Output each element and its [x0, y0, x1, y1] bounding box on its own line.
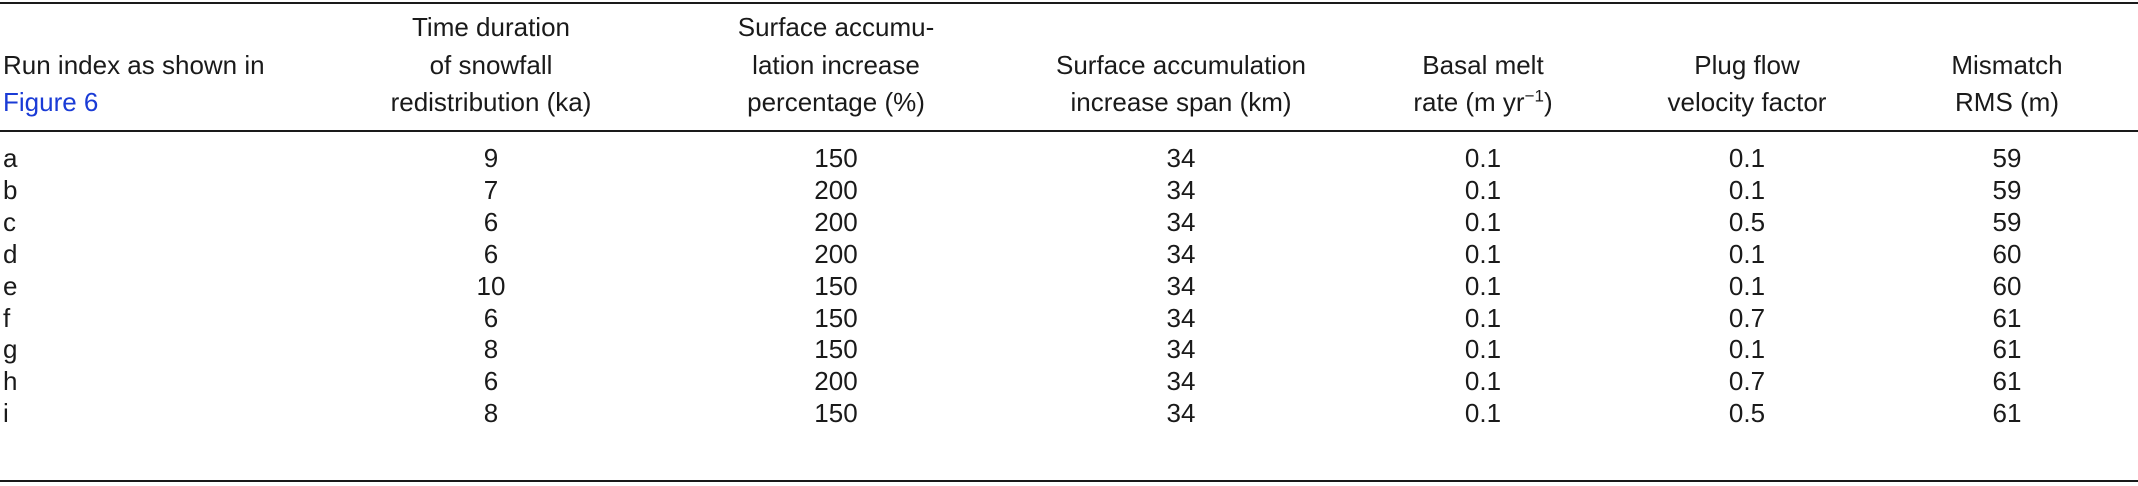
cell-value: 0.1 — [1464, 366, 1502, 397]
row-label: b — [3, 174, 18, 205]
cell-value: 61 — [1992, 334, 2022, 365]
cell-value: 34 — [1166, 270, 1196, 301]
cell-value: 6 — [483, 206, 499, 237]
cell-value: 200 — [814, 206, 858, 237]
cell-value: 0.1 — [1464, 174, 1502, 205]
cell-value: 0.1 — [1464, 238, 1502, 269]
cell-value: 34 — [1166, 334, 1196, 365]
cell-value: 0.1 — [1464, 398, 1502, 429]
cell-value: 34 — [1166, 174, 1196, 205]
cell-value: 6 — [483, 238, 499, 269]
cell-value: 59 — [1992, 143, 2022, 173]
row-label: f — [3, 302, 11, 333]
header-text: ) — [1543, 87, 1553, 117]
row-label: a — [3, 143, 18, 173]
cell-value: 200 — [814, 366, 858, 397]
cell-value: 60 — [1992, 270, 2022, 301]
cell-value: 150 — [814, 302, 858, 333]
row-label: i — [3, 398, 9, 429]
cell-value: 150 — [814, 334, 858, 365]
cell-value: 59 — [1992, 206, 2022, 237]
cell-value: 0.5 — [1728, 206, 1766, 237]
header-text: Mismatch — [1951, 49, 2063, 80]
cell-value: 0.1 — [1464, 302, 1502, 333]
row-label: d — [3, 238, 18, 269]
cell-value: 6 — [483, 366, 499, 397]
cell-value: 0.7 — [1728, 302, 1766, 333]
cell-value: 8 — [483, 398, 499, 429]
cell-value: 0.1 — [1464, 206, 1502, 237]
cell-value: 8 — [483, 334, 499, 365]
header-text: of snowfall — [429, 49, 553, 80]
header-text: increase span (km) — [1070, 87, 1292, 117]
cell-value: 6 — [483, 302, 499, 333]
cell-value: 7 — [483, 174, 499, 205]
bottom-rule — [0, 480, 2138, 482]
cell-value: 59 — [1992, 174, 2022, 205]
row-label: e — [3, 270, 18, 301]
cell-value: 61 — [1992, 398, 2022, 429]
header-text: Time duration — [412, 12, 570, 42]
header-line: Figure 6 — [3, 87, 98, 117]
cell-value: 34 — [1166, 206, 1196, 237]
cell-value: 150 — [814, 270, 858, 301]
row-label: h — [3, 366, 18, 397]
cell-value: 34 — [1166, 238, 1196, 269]
cell-value: 34 — [1166, 398, 1196, 429]
header-text: RMS (m) — [1955, 87, 2059, 117]
header-text: redistribution (ka) — [390, 87, 592, 117]
cell-value: 0.1 — [1728, 174, 1766, 205]
cell-value: 0.1 — [1728, 238, 1766, 269]
cell-value: 0.7 — [1728, 366, 1766, 397]
cell-value: 60 — [1992, 238, 2022, 269]
header-text: velocity factor — [1667, 87, 1827, 117]
cell-value: 0.1 — [1464, 143, 1502, 173]
cell-value: 0.1 — [1728, 143, 1766, 173]
cell-value: 61 — [1992, 302, 2022, 333]
cell-value: 0.1 — [1728, 270, 1766, 301]
header-text: Basal melt — [1422, 49, 1544, 80]
cell-value: 0.1 — [1464, 334, 1502, 365]
cell-value: 200 — [814, 238, 858, 269]
cell-value: 9 — [483, 143, 499, 173]
cell-value: 34 — [1166, 366, 1196, 397]
cell-value: 34 — [1166, 302, 1196, 333]
header-text: rate (m yr — [1413, 87, 1525, 117]
header-text: Surface accumulation — [1055, 49, 1307, 80]
header-line: rate (m yr−1) — [1413, 87, 1552, 117]
cell-value: 150 — [814, 143, 858, 173]
cell-value: 61 — [1992, 366, 2022, 397]
cell-value: 34 — [1166, 143, 1196, 173]
cell-value: 0.1 — [1464, 270, 1502, 301]
superscript: −1 — [1524, 86, 1544, 106]
header-text: lation increase — [752, 49, 920, 80]
header-text: Surface accumu- — [737, 12, 935, 42]
cell-value: 200 — [814, 174, 858, 205]
header-text: Plug flow — [1694, 49, 1800, 80]
header-text: Run index as shown in — [3, 49, 265, 80]
cell-value: 0.1 — [1728, 334, 1766, 365]
figure-link[interactable]: Figure 6 — [3, 87, 99, 117]
row-label: g — [3, 334, 18, 365]
row-label: c — [3, 206, 16, 237]
cell-value: 10 — [476, 270, 506, 301]
top-rule — [0, 2, 2138, 4]
cell-value: 0.5 — [1728, 398, 1766, 429]
header-rule — [0, 130, 2138, 132]
header-text: percentage (%) — [747, 87, 925, 117]
cell-value: 150 — [814, 398, 858, 429]
